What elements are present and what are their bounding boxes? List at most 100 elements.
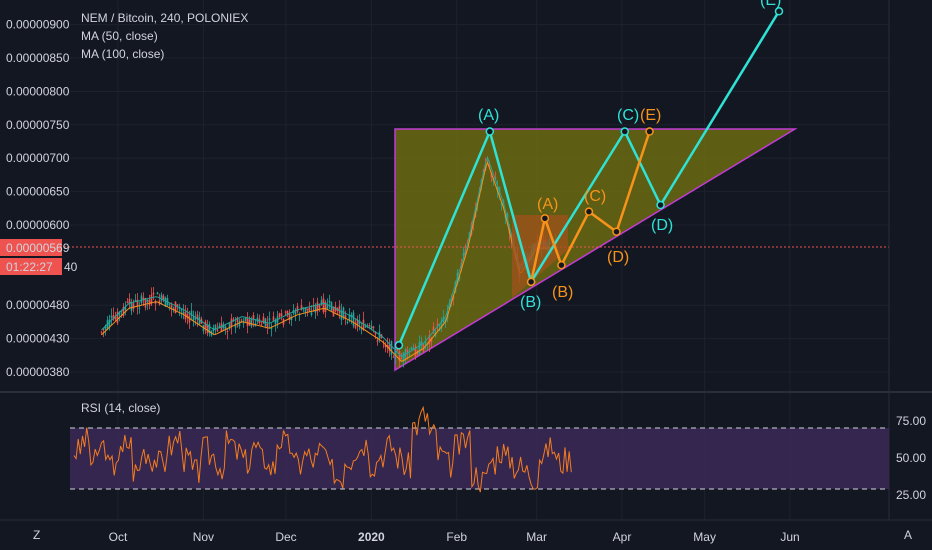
candle-body bbox=[176, 304, 179, 306]
candle-body bbox=[190, 310, 193, 316]
candle-body bbox=[324, 302, 327, 312]
candle-body bbox=[100, 331, 103, 333]
wave-point[interactable] bbox=[645, 127, 654, 136]
price-tick-label: 0.00000700 bbox=[6, 151, 70, 165]
candle-body bbox=[168, 303, 171, 305]
auto-scale-icon[interactable]: A bbox=[904, 528, 912, 542]
candle-body bbox=[204, 321, 207, 329]
symbol-title: NEM / Bitcoin, 240, POLONIEX bbox=[81, 11, 248, 25]
wave-point[interactable] bbox=[394, 341, 404, 350]
candle-body bbox=[208, 324, 211, 334]
price-tick-label: 0.00000600 bbox=[6, 218, 70, 232]
candle-body bbox=[164, 297, 167, 307]
cyan-label-A: (A) bbox=[478, 107, 499, 124]
candle-body bbox=[394, 349, 397, 357]
zoom-icon[interactable]: Z bbox=[33, 528, 40, 542]
candle-body bbox=[296, 306, 299, 312]
candle-body bbox=[370, 325, 373, 330]
wave-point[interactable] bbox=[526, 277, 536, 287]
candle-body bbox=[146, 299, 149, 302]
candle-body bbox=[248, 319, 251, 326]
candle-body bbox=[112, 314, 115, 320]
last-price-value: 0.00000569 bbox=[6, 241, 70, 255]
candle-body bbox=[256, 317, 259, 322]
candle-body bbox=[262, 316, 265, 324]
wave-point[interactable] bbox=[557, 260, 566, 270]
time-tick-label: Feb bbox=[446, 530, 467, 544]
wave-point[interactable] bbox=[656, 200, 665, 210]
ma50-legend[interactable]: MA (50, close) bbox=[81, 29, 158, 43]
price-tick-label: 0.00000800 bbox=[6, 84, 70, 98]
candle-body bbox=[388, 344, 391, 352]
candle-body bbox=[230, 318, 233, 327]
candle-body bbox=[260, 324, 263, 326]
candle-body bbox=[348, 314, 351, 320]
candle-body bbox=[398, 351, 401, 362]
candle-body bbox=[222, 324, 225, 329]
candle-body bbox=[104, 326, 107, 330]
candle-body bbox=[198, 317, 201, 325]
candle-body bbox=[354, 325, 357, 328]
candle-body bbox=[384, 344, 387, 348]
candle-body bbox=[294, 311, 297, 315]
price-axis[interactable]: 0.00000900 0.00000850 0.00000800 0.00000750… bbox=[6, 18, 70, 379]
candle-body bbox=[372, 326, 375, 328]
time-tick-label: May bbox=[693, 530, 716, 544]
candle-body bbox=[110, 315, 113, 318]
candle-body bbox=[358, 320, 361, 325]
ma100-line bbox=[101, 155, 556, 357]
candle-body bbox=[218, 325, 221, 329]
candle-body bbox=[350, 314, 353, 317]
wave-point[interactable] bbox=[584, 207, 594, 216]
price-tick-label: 0.00000480 bbox=[6, 298, 70, 312]
candle-body bbox=[180, 309, 183, 312]
wave-points bbox=[394, 7, 784, 350]
candle-body bbox=[376, 340, 379, 342]
candle-body bbox=[304, 307, 307, 313]
candle-body bbox=[240, 319, 243, 321]
candle-body bbox=[134, 299, 137, 301]
candle-body bbox=[160, 294, 163, 301]
candle-body bbox=[214, 324, 217, 330]
candle-body bbox=[252, 315, 255, 320]
candle-body bbox=[238, 321, 241, 327]
candle-body bbox=[124, 307, 127, 311]
time-tick-label: Apr bbox=[613, 530, 632, 544]
candle-body bbox=[458, 276, 461, 280]
time-tick-label: 2020 bbox=[358, 530, 385, 544]
candle-body bbox=[340, 310, 343, 320]
candle-body bbox=[488, 164, 491, 168]
candle-body bbox=[266, 323, 269, 328]
candle-body bbox=[322, 298, 325, 313]
wave-point[interactable] bbox=[485, 127, 495, 136]
candle-body bbox=[432, 326, 435, 332]
countdown-value: 01:22:27 bbox=[6, 260, 53, 274]
candle-body bbox=[136, 299, 139, 307]
ma100-legend[interactable]: MA (100, close) bbox=[81, 47, 164, 61]
candle-body bbox=[290, 316, 293, 321]
candle-body bbox=[152, 292, 155, 295]
wave-point[interactable] bbox=[620, 127, 630, 136]
candle-body bbox=[142, 297, 145, 301]
candle-body bbox=[174, 301, 177, 314]
candle-body bbox=[406, 349, 409, 353]
candle-body bbox=[114, 317, 117, 320]
time-axis[interactable]: Oct Nov Dec 2020 Feb Mar Apr May Jun bbox=[109, 530, 800, 544]
candle-body bbox=[220, 323, 223, 332]
candle-body bbox=[226, 330, 229, 332]
rsi-legend[interactable]: RSI (14, close) bbox=[81, 401, 160, 415]
candle-body bbox=[118, 312, 121, 316]
candle-body bbox=[300, 305, 303, 311]
candle-body bbox=[246, 318, 249, 326]
candle-body bbox=[280, 313, 283, 317]
time-tick-label: Oct bbox=[109, 530, 128, 544]
rsi-tick-25: 25.00 bbox=[896, 488, 926, 502]
candle-body bbox=[188, 316, 191, 323]
candle-body bbox=[320, 300, 323, 305]
wave-point[interactable] bbox=[612, 227, 621, 236]
candle-body bbox=[178, 307, 181, 309]
wave-point[interactable] bbox=[774, 7, 784, 16]
candle-body bbox=[318, 304, 321, 309]
candle-body bbox=[352, 312, 355, 326]
wave-point[interactable] bbox=[540, 214, 550, 223]
